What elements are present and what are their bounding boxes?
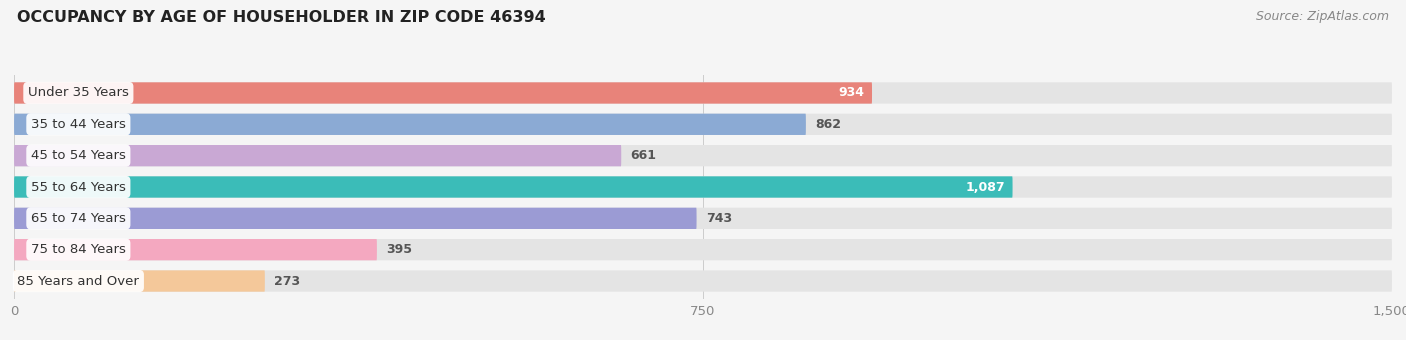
Text: 743: 743 bbox=[706, 212, 733, 225]
FancyBboxPatch shape bbox=[14, 176, 1012, 198]
Text: 65 to 74 Years: 65 to 74 Years bbox=[31, 212, 125, 225]
FancyBboxPatch shape bbox=[14, 239, 377, 260]
FancyBboxPatch shape bbox=[14, 114, 806, 135]
Text: 75 to 84 Years: 75 to 84 Years bbox=[31, 243, 125, 256]
Text: 395: 395 bbox=[387, 243, 412, 256]
Text: 85 Years and Over: 85 Years and Over bbox=[17, 274, 139, 288]
Text: 862: 862 bbox=[815, 118, 841, 131]
FancyBboxPatch shape bbox=[14, 82, 872, 104]
FancyBboxPatch shape bbox=[14, 176, 1392, 198]
Text: OCCUPANCY BY AGE OF HOUSEHOLDER IN ZIP CODE 46394: OCCUPANCY BY AGE OF HOUSEHOLDER IN ZIP C… bbox=[17, 10, 546, 25]
FancyBboxPatch shape bbox=[14, 270, 264, 292]
Text: 934: 934 bbox=[838, 86, 865, 100]
Text: Source: ZipAtlas.com: Source: ZipAtlas.com bbox=[1256, 10, 1389, 23]
Text: 273: 273 bbox=[274, 274, 299, 288]
FancyBboxPatch shape bbox=[14, 239, 1392, 260]
FancyBboxPatch shape bbox=[14, 82, 1392, 104]
FancyBboxPatch shape bbox=[14, 270, 1392, 292]
FancyBboxPatch shape bbox=[14, 208, 1392, 229]
Text: 45 to 54 Years: 45 to 54 Years bbox=[31, 149, 125, 162]
FancyBboxPatch shape bbox=[14, 208, 696, 229]
FancyBboxPatch shape bbox=[14, 145, 621, 166]
FancyBboxPatch shape bbox=[14, 114, 1392, 135]
FancyBboxPatch shape bbox=[14, 145, 1392, 166]
Text: 1,087: 1,087 bbox=[966, 181, 1005, 193]
Text: 35 to 44 Years: 35 to 44 Years bbox=[31, 118, 125, 131]
Text: Under 35 Years: Under 35 Years bbox=[28, 86, 129, 100]
Text: 661: 661 bbox=[630, 149, 657, 162]
Text: 55 to 64 Years: 55 to 64 Years bbox=[31, 181, 125, 193]
